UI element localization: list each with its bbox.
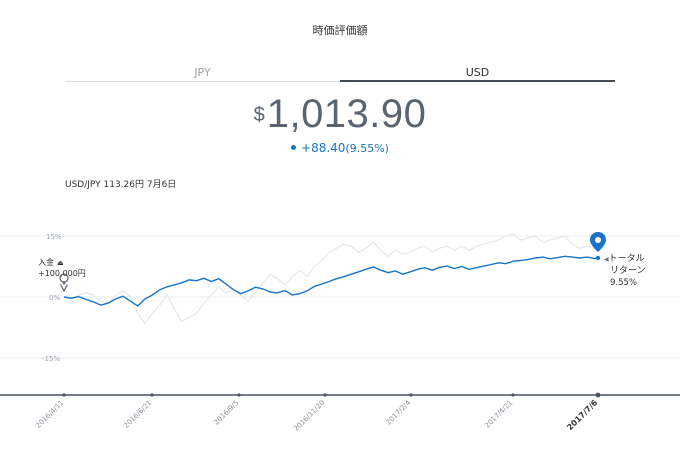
x-tick-label: 2017/7/6 (565, 398, 599, 432)
y-tick-label: -15% (42, 355, 60, 363)
change-value: +88.40 (301, 141, 346, 155)
deposit-pin-icon (59, 273, 69, 293)
total-return-label-2: リターン (610, 265, 646, 276)
x-tick-label: 2016/11/20 (292, 399, 326, 433)
valuation-change: +88.40(9.55%) (0, 141, 680, 155)
change-percent: (9.55%) (345, 142, 389, 155)
end-point-dot (595, 255, 601, 261)
x-tick-dot (62, 393, 66, 397)
amount-value: 1,013.90 (266, 92, 427, 136)
fx-rate-note: USD/JPY 113.26円 7月6日 (65, 180, 177, 190)
deposit-pin-dot (62, 281, 66, 285)
series-line-total-return (63, 255, 599, 307)
tab-jpy[interactable]: JPY (194, 66, 211, 79)
x-tick-dot (323, 393, 327, 397)
x-tick-dot (511, 393, 515, 397)
y-tick-label: 0% (49, 294, 60, 302)
x-tick-label: 2016/9/5 (213, 399, 241, 427)
x-tick-label: 2017/4/21 (483, 399, 514, 430)
x-tick-dot (595, 392, 601, 398)
tab-usd[interactable]: USD (465, 66, 490, 79)
change-dot-icon (291, 145, 297, 150)
deposit-pin (59, 273, 69, 293)
total-return-value: 9.55% (610, 278, 637, 288)
x-tick-label: 2017/2/4 (385, 398, 413, 426)
x-tick-label: 2016/4/11 (34, 399, 65, 430)
total-return-label: ◀トータル (604, 253, 645, 264)
x-tick-dot (409, 393, 413, 397)
currency-symbol: $ (253, 104, 265, 126)
tab-jpy-underline (65, 81, 340, 82)
x-tick-label: 2016/6/21 (122, 399, 153, 430)
deposit-label: 入金 ⏏ (38, 257, 64, 267)
series-line-compare (63, 233, 598, 325)
end-location-pin-icon (590, 232, 606, 252)
valuation-amount: $1,013.90 (0, 92, 680, 137)
y-tick-label: 15% (46, 233, 62, 241)
x-tick-dot (150, 393, 154, 397)
page-title: 時価評価額 (312, 24, 368, 37)
tab-usd-underline (340, 80, 615, 82)
x-tick-dot (237, 393, 241, 397)
deposit-amount: +100,000円 (38, 269, 86, 278)
